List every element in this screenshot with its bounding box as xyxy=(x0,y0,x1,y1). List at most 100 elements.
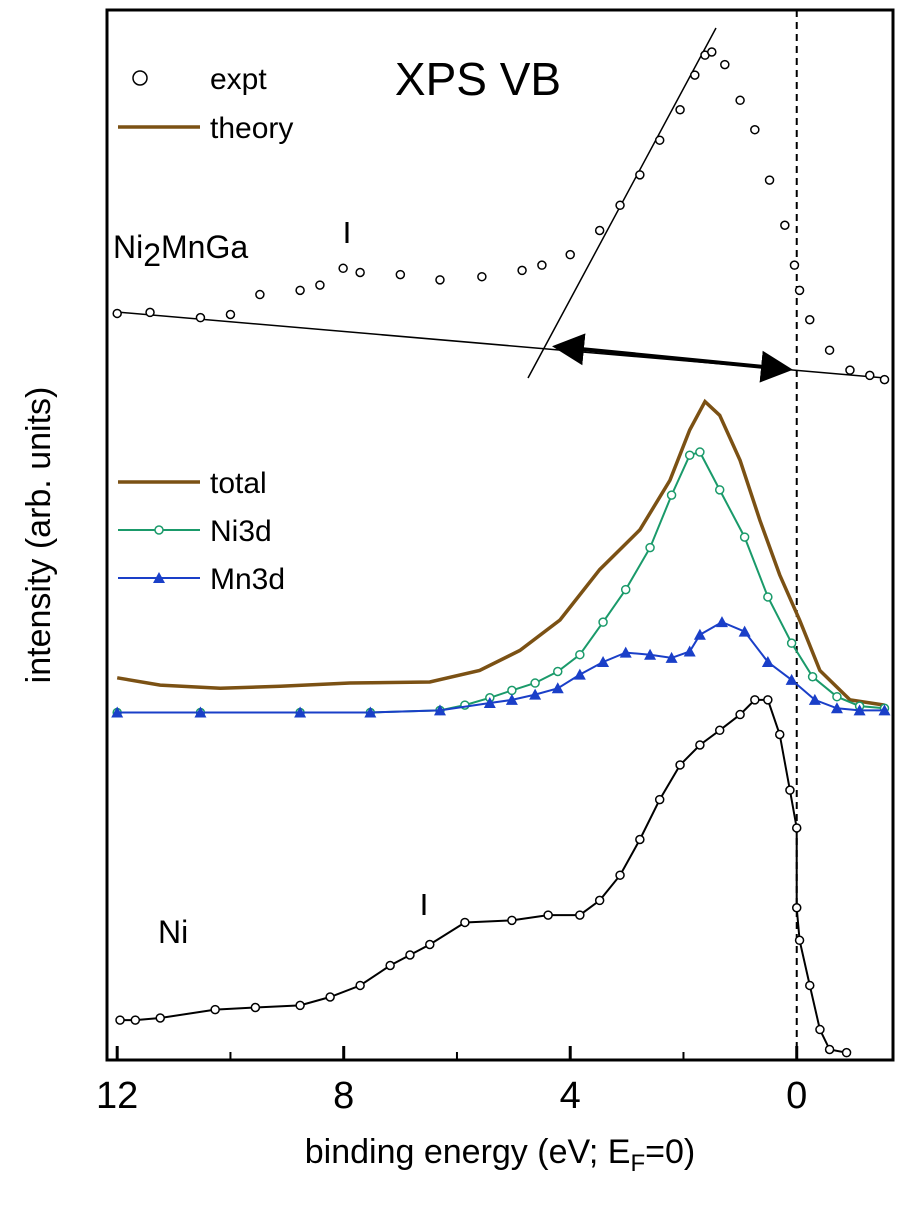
data-point xyxy=(620,584,631,595)
legend-label: Ni3d xyxy=(210,515,272,548)
data-point xyxy=(325,992,335,1002)
data-point xyxy=(805,315,815,325)
data-point xyxy=(693,628,706,640)
data-point xyxy=(675,760,685,770)
data-point xyxy=(739,532,750,542)
data-point xyxy=(764,175,775,185)
data-point xyxy=(805,980,815,991)
data-point xyxy=(879,374,890,385)
data-point xyxy=(763,695,773,705)
data-point xyxy=(435,275,445,285)
data-point xyxy=(111,706,124,718)
sample-label-part: Ni xyxy=(158,914,188,950)
plot-frame xyxy=(105,8,895,1062)
data-point xyxy=(405,950,415,960)
legend-label: expt xyxy=(210,63,267,96)
data-point xyxy=(477,271,487,282)
data-point xyxy=(112,308,122,319)
x-axis-label-part: F xyxy=(630,1150,645,1177)
data-point xyxy=(666,490,677,500)
data-point xyxy=(750,695,760,705)
x-axis-label: binding energy (eV; EF=0) xyxy=(305,1133,696,1177)
data-point xyxy=(738,625,751,637)
data-point xyxy=(695,740,705,750)
data-point xyxy=(785,785,795,795)
data-point xyxy=(145,307,155,318)
x-tick-label: 12 xyxy=(96,1075,138,1117)
data-point xyxy=(715,616,728,628)
data-point xyxy=(551,682,564,694)
data-point xyxy=(683,645,696,657)
data-point xyxy=(635,170,645,180)
data-point xyxy=(425,939,435,950)
data-point xyxy=(597,656,610,668)
data-point xyxy=(735,709,745,720)
legend-marker xyxy=(153,572,165,583)
data-point xyxy=(615,870,625,880)
data-point xyxy=(635,834,645,845)
data-point xyxy=(761,656,774,668)
data-point xyxy=(255,289,265,300)
data-point xyxy=(714,725,725,736)
data-point xyxy=(807,672,818,682)
x-tick-label: 0 xyxy=(786,1075,807,1117)
series-line xyxy=(120,698,847,1054)
data-point xyxy=(530,678,540,688)
width-arrow xyxy=(552,333,793,383)
data-point xyxy=(573,668,586,680)
data-point xyxy=(707,47,717,57)
data-point xyxy=(483,697,496,708)
data-point xyxy=(789,260,800,270)
data-point xyxy=(225,309,236,320)
data-point xyxy=(720,59,730,70)
data-point xyxy=(594,895,605,906)
sample-label: Ni2MnGa xyxy=(113,229,248,273)
data-point xyxy=(824,345,835,355)
data-point xyxy=(832,691,842,702)
data-point xyxy=(315,280,325,290)
data-point xyxy=(853,704,866,716)
data-point xyxy=(615,200,625,211)
sample-label: Ni xyxy=(158,914,188,950)
data-point xyxy=(786,638,797,648)
data-point xyxy=(594,225,605,236)
data-point xyxy=(195,312,206,323)
data-point xyxy=(785,673,798,685)
data-point xyxy=(517,265,527,276)
data-point xyxy=(794,285,805,296)
data-point xyxy=(619,646,632,658)
legend-label: Mn3d xyxy=(210,563,285,596)
data-point xyxy=(750,124,760,135)
data-point xyxy=(507,685,517,696)
legend-marker xyxy=(132,70,148,86)
data-point xyxy=(355,267,365,278)
data-point xyxy=(295,285,305,296)
data-point xyxy=(598,617,608,627)
x-axis-label-part: binding energy (eV; E xyxy=(305,1133,631,1171)
series-line xyxy=(116,398,885,707)
data-point xyxy=(824,1044,835,1055)
x-tick-label: 4 xyxy=(560,1075,581,1117)
data-point xyxy=(194,706,207,718)
data-point xyxy=(774,729,785,740)
data-point xyxy=(841,1047,852,1058)
data-point xyxy=(763,592,773,602)
data-point xyxy=(364,706,377,718)
data-point xyxy=(210,1004,220,1015)
data-point xyxy=(395,269,406,280)
sample-label-part: Ni xyxy=(113,229,143,265)
data-point xyxy=(791,823,802,833)
data-point xyxy=(654,135,665,145)
data-point xyxy=(565,249,575,260)
data-point xyxy=(355,980,365,991)
chart-title: XPS VB xyxy=(395,53,561,105)
data-point xyxy=(385,960,395,971)
data-point xyxy=(130,1015,141,1025)
x-tick-label: 8 xyxy=(333,1075,354,1117)
data-point xyxy=(780,220,790,230)
data-point xyxy=(507,915,517,926)
data-point xyxy=(675,105,685,115)
data-point xyxy=(735,95,745,106)
